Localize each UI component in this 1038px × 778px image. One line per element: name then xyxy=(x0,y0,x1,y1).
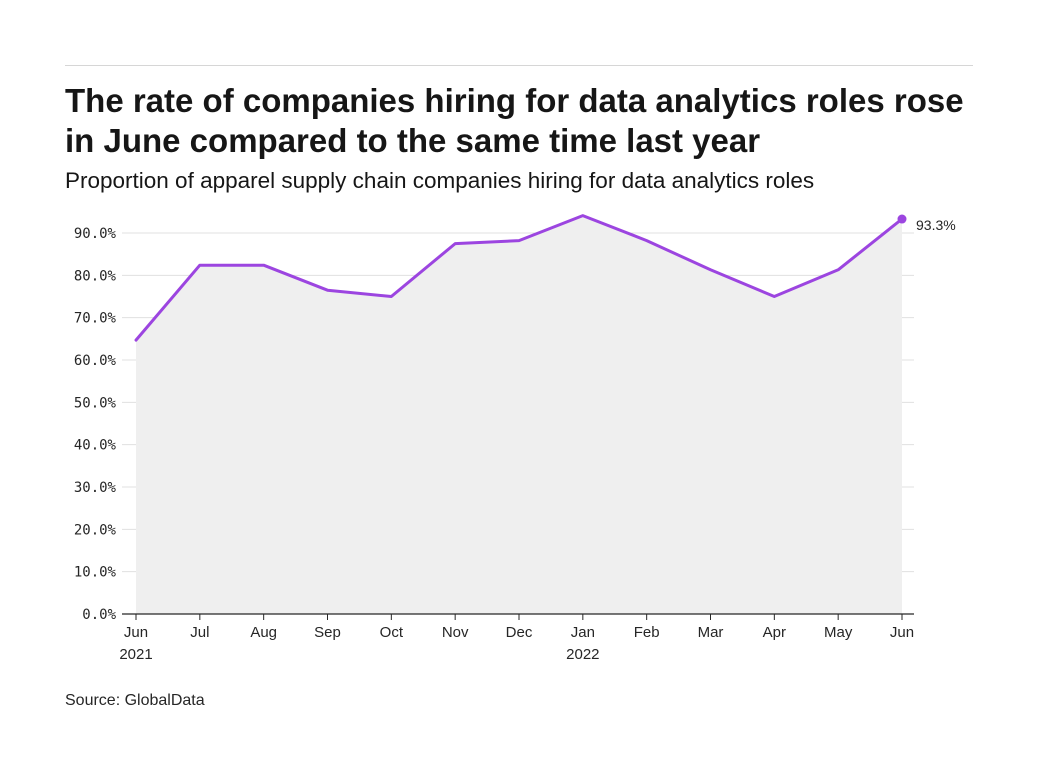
x-tick-label: Jun xyxy=(890,624,914,641)
x-tick-label: Dec xyxy=(506,624,533,641)
end-value-label: 93.3% xyxy=(916,217,956,233)
series-line xyxy=(134,214,904,342)
y-tick-label: 40.0% xyxy=(74,438,117,454)
x-tick-label: Mar xyxy=(698,624,724,641)
y-tick-label: 50.0% xyxy=(74,395,117,411)
x-tick-year-label: 2021 xyxy=(119,646,152,663)
y-tick-label: 30.0% xyxy=(74,480,117,496)
x-tick-label: Apr xyxy=(763,624,786,641)
x-tick-label: Nov xyxy=(442,624,469,641)
x-tick-label: Aug xyxy=(250,624,277,641)
chart-title: The rate of companies hiring for data an… xyxy=(65,82,964,159)
x-tick-label: Jan xyxy=(571,624,595,641)
x-tick-year-label: 2022 xyxy=(566,646,599,663)
x-axis-ticks: Jun 2021 Jul Aug Sep Oct Nov Dec Jan 2022 Feb Mar Ap… xyxy=(119,614,914,663)
top-rule xyxy=(65,65,973,66)
y-tick-label: 10.0% xyxy=(74,565,117,581)
source-note: Source: GlobalData xyxy=(65,692,205,709)
chart-subtitle: Proportion of apparel supply chain compa… xyxy=(65,168,815,193)
x-tick-label: Sep xyxy=(314,624,341,641)
end-point-marker xyxy=(897,214,907,224)
y-tick-label: 20.0% xyxy=(74,522,117,538)
y-tick-label: 70.0% xyxy=(74,311,117,327)
x-tick-label: Oct xyxy=(380,624,404,641)
x-tick-label: Jul xyxy=(190,624,209,641)
x-tick-label: Jun xyxy=(124,624,148,641)
y-axis-ticks: 0.0% 10.0% 20.0% 30.0% 40.0% 50.0% 60.0% 70.0% 8… xyxy=(74,226,117,623)
y-tick-label: 60.0% xyxy=(74,353,117,369)
x-tick-label: May xyxy=(824,624,853,641)
y-tick-label: 0.0% xyxy=(82,607,116,623)
y-tick-label: 80.0% xyxy=(74,268,117,284)
line-chart: 0.0% 10.0% 20.0% 30.0% 40.0% 50.0% 60.0% 70.0% 8… xyxy=(74,214,956,663)
area-fill xyxy=(136,215,902,614)
y-tick-label: 90.0% xyxy=(74,226,117,242)
x-tick-label: Feb xyxy=(634,624,660,641)
